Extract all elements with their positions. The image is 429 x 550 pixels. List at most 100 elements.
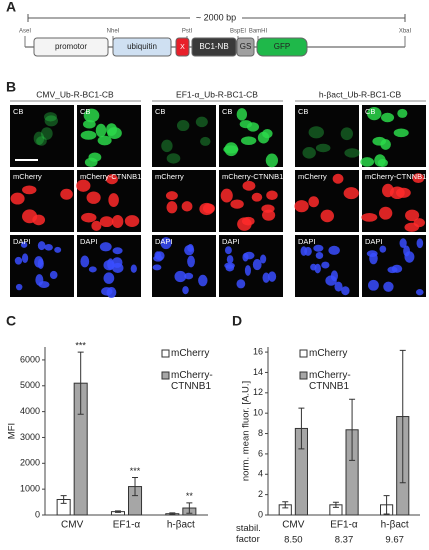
cell — [236, 279, 246, 289]
cell — [80, 255, 90, 268]
tile-label: DAPI — [155, 237, 173, 246]
significance: ** — [186, 491, 194, 501]
cell — [224, 246, 232, 255]
micrograph — [152, 105, 216, 167]
tile-label: mCherry-CTNNB1 — [80, 172, 141, 181]
cell — [366, 107, 382, 121]
cell — [332, 173, 344, 184]
cell — [37, 241, 46, 251]
cell — [241, 216, 255, 226]
y-tick-label: 2000 — [20, 458, 40, 468]
cell — [88, 266, 97, 273]
cell — [34, 256, 44, 268]
cell — [106, 287, 117, 298]
y-tick-label: 2 — [258, 489, 263, 499]
cell — [310, 263, 317, 271]
cell — [404, 222, 420, 232]
cell — [334, 281, 343, 292]
cell — [360, 157, 375, 167]
cell — [313, 244, 324, 252]
cell — [195, 116, 208, 128]
cell — [242, 180, 256, 191]
construct-element — [191, 37, 237, 57]
cell — [99, 216, 114, 228]
element-label: X — [180, 44, 185, 51]
cell — [379, 245, 387, 253]
legend-label: mCherry-CTNNB1 — [171, 370, 213, 392]
y-tick-label: 0 — [258, 509, 263, 519]
tile-label: mCherry-CTNNB1 — [365, 172, 426, 181]
y-tick-label: 14 — [253, 367, 263, 377]
cell — [252, 258, 262, 271]
cell — [83, 108, 100, 123]
cell — [383, 281, 394, 292]
element-label: GFP — [274, 42, 290, 51]
y-tick-label: 4 — [258, 469, 263, 479]
y-tick-label: 3000 — [20, 432, 40, 442]
cell — [325, 275, 337, 286]
cell — [224, 262, 235, 269]
significance: *** — [130, 466, 141, 476]
y-tick-label: 5000 — [20, 380, 40, 390]
cell — [124, 215, 140, 227]
y-tick-label: 6 — [258, 448, 263, 458]
y-axis-label: norm. mean fluor. [A.U.] — [241, 381, 252, 481]
cell — [161, 139, 173, 153]
cell — [44, 112, 57, 122]
cell — [22, 209, 38, 224]
cell — [200, 136, 211, 146]
cell — [261, 204, 275, 213]
legend-swatch — [299, 371, 308, 380]
x-tick-label: EF1-α — [113, 520, 141, 531]
legend-swatch — [299, 349, 308, 358]
tile-label: DAPI — [13, 237, 31, 246]
cell — [36, 136, 47, 146]
legend-label: mCherry — [171, 348, 210, 359]
y-tick-label: 0 — [35, 509, 40, 519]
cell — [99, 242, 112, 252]
cell — [82, 119, 96, 129]
cell — [103, 272, 115, 284]
stabil-value: 9.67 — [385, 535, 404, 546]
cell — [152, 264, 162, 271]
stabil-value: 8.50 — [284, 535, 303, 546]
cell — [40, 127, 53, 140]
tile-label: CB — [365, 107, 375, 116]
cell — [130, 264, 137, 273]
cell — [368, 279, 379, 291]
y-tick-label: 12 — [253, 387, 263, 397]
cell — [308, 196, 319, 208]
cell — [97, 135, 112, 146]
legend-swatch — [161, 371, 170, 380]
cell — [10, 192, 25, 205]
cell — [260, 254, 267, 264]
cell — [21, 253, 29, 264]
error-bar — [77, 351, 84, 415]
x-tick-label: h-βact — [381, 520, 409, 531]
cell — [315, 143, 331, 153]
construct-element — [112, 37, 172, 57]
cell — [14, 256, 23, 265]
site-label: BspEI — [230, 29, 246, 35]
tile-label: DAPI — [298, 237, 316, 246]
cell — [321, 261, 330, 269]
cell — [343, 187, 359, 200]
y-tick-label: 10 — [253, 408, 263, 418]
x-tick-label: CMV — [282, 520, 305, 531]
cell — [111, 214, 124, 228]
group-title: CMV_Ub-R-BC1-CB — [36, 89, 114, 99]
cell — [184, 245, 195, 256]
cell — [184, 272, 194, 280]
legend-swatch — [161, 349, 170, 358]
element-label: promotor — [55, 42, 87, 51]
element-label: GS — [240, 42, 252, 51]
cell — [340, 127, 353, 141]
micrograph — [152, 170, 216, 232]
cell — [341, 286, 350, 296]
error-bar — [383, 495, 390, 515]
error-bar — [332, 501, 339, 508]
cell — [393, 128, 409, 138]
error-bar — [349, 398, 356, 461]
cell — [165, 191, 178, 201]
